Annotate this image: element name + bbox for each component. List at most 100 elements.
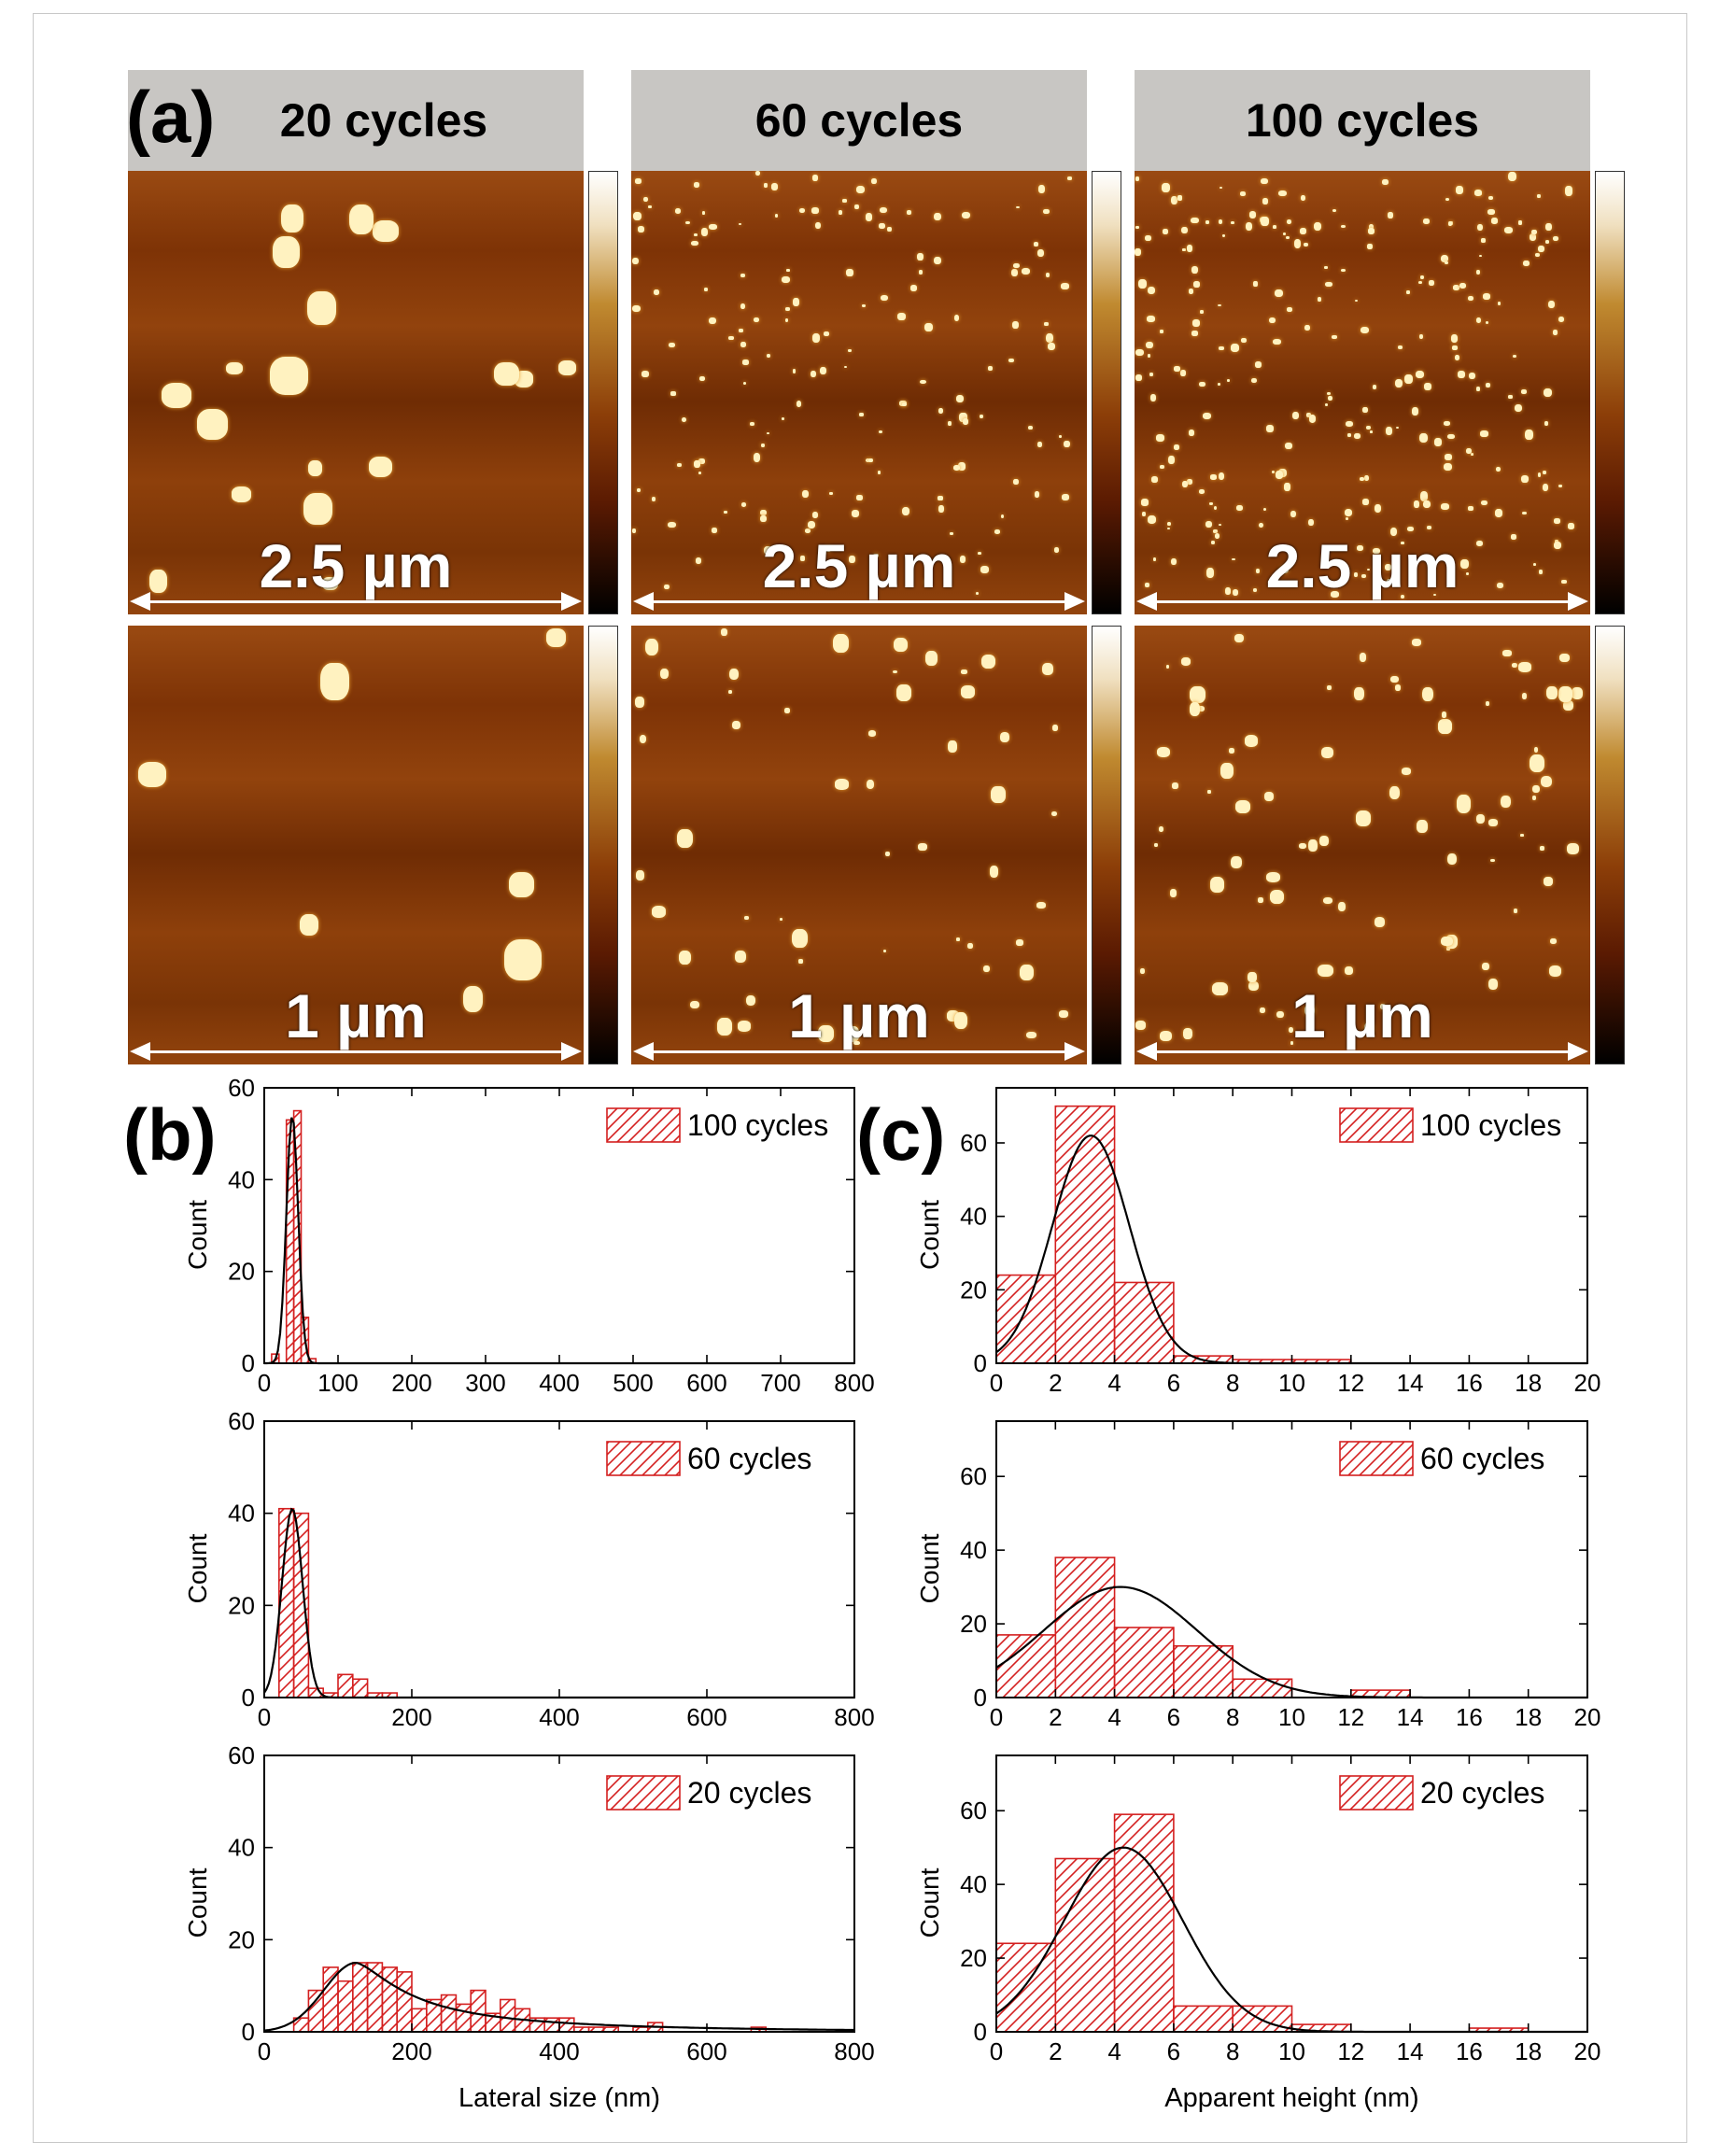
- particle: [1304, 325, 1310, 331]
- y-tick-label: 0: [242, 1349, 255, 1377]
- particle: [694, 460, 700, 468]
- x-tick-label: 18: [1515, 1703, 1542, 1731]
- particle: [1191, 217, 1199, 224]
- particle: [1364, 474, 1370, 482]
- particle: [654, 289, 660, 296]
- particle: [1543, 877, 1553, 886]
- scale-bar-label: 2.5 µm: [1265, 531, 1459, 600]
- particle: [1058, 435, 1062, 438]
- particle: [1199, 381, 1205, 388]
- particle: [1159, 1031, 1172, 1042]
- particle: [1450, 334, 1459, 343]
- particle: [1444, 420, 1450, 426]
- particle: [1172, 782, 1178, 789]
- particle: [848, 348, 852, 352]
- particle: [1458, 371, 1465, 379]
- scale-bar-label: 1 µm: [285, 981, 427, 1050]
- particle: [514, 371, 534, 388]
- particle: [1147, 316, 1155, 322]
- particle: [1447, 433, 1455, 439]
- particle: [728, 668, 739, 681]
- particle: [1206, 568, 1215, 578]
- particle: [647, 205, 652, 209]
- particle: [937, 496, 943, 500]
- particle: [917, 253, 924, 261]
- particle: [742, 359, 749, 365]
- x-tick-label: 600: [686, 1703, 726, 1731]
- figure-frame: [33, 13, 1687, 2143]
- particle: [1177, 195, 1182, 201]
- particle: [1317, 297, 1322, 303]
- particle: [745, 995, 756, 1007]
- particle: [1400, 594, 1405, 599]
- x-tick-label: 200: [391, 1703, 431, 1731]
- particle: [959, 556, 966, 563]
- particle: [1558, 485, 1562, 488]
- x-tick-label: 10: [1278, 1703, 1305, 1731]
- particle: [700, 227, 709, 236]
- particle: [1473, 189, 1482, 196]
- histogram-bar: [470, 1989, 486, 2033]
- particle: [1298, 843, 1306, 850]
- particle: [1554, 542, 1561, 550]
- particle: [760, 509, 768, 515]
- particle: [955, 394, 964, 402]
- particle: [1193, 281, 1200, 288]
- particle: [1135, 1021, 1146, 1030]
- particle: [1186, 245, 1193, 252]
- particle: [855, 186, 865, 194]
- particle: [1293, 239, 1302, 249]
- scale-bar-label: 2.5 µm: [762, 531, 956, 600]
- x-tick-label: 400: [539, 2037, 579, 2065]
- x-tick-label: 10: [1278, 2037, 1305, 2065]
- particle: [1139, 967, 1145, 974]
- particle: [1514, 909, 1518, 913]
- particle: [1252, 588, 1258, 592]
- particle: [1214, 532, 1220, 540]
- particle: [1354, 299, 1358, 303]
- particle: [1396, 426, 1400, 430]
- legend-label: 60 cycles: [1420, 1442, 1544, 1475]
- particle: [1219, 523, 1222, 527]
- particle: [1445, 197, 1450, 202]
- particle: [1537, 472, 1542, 478]
- histogram-bar: [1173, 1644, 1234, 1698]
- particle: [815, 221, 822, 230]
- particle: [1386, 426, 1393, 435]
- particle: [1475, 317, 1482, 324]
- particle: [631, 304, 641, 313]
- particle: [1138, 279, 1148, 289]
- particle: [1179, 369, 1186, 376]
- particle: [1186, 479, 1193, 485]
- particle: [1166, 527, 1171, 530]
- x-tick-label: 400: [539, 1369, 579, 1397]
- particle: [1374, 917, 1386, 927]
- particle: [1542, 483, 1549, 492]
- particle: [1173, 444, 1179, 450]
- arrow-right-icon: [1064, 592, 1085, 611]
- particle: [1344, 966, 1354, 976]
- particle: [1547, 300, 1556, 308]
- particle: [270, 357, 308, 396]
- x-tick-label: 500: [613, 1369, 653, 1397]
- x-tick-label: 12: [1337, 2037, 1364, 2065]
- particle: [1135, 374, 1143, 381]
- particle: [717, 1018, 733, 1036]
- particle: [1459, 283, 1466, 289]
- particle: [980, 566, 989, 573]
- particle: [1495, 509, 1503, 518]
- x-tick-label: 200: [391, 1369, 431, 1397]
- histogram-bar: [995, 1942, 1057, 2033]
- column-header: 60 cycles: [631, 70, 1087, 171]
- column-header-label: 60 cycles: [754, 94, 964, 147]
- arrow-left-icon: [130, 592, 150, 611]
- particle: [947, 1010, 959, 1022]
- y-tick-label: 60: [228, 1741, 255, 1769]
- particle: [694, 233, 698, 237]
- particle: [731, 720, 741, 729]
- histogram-bar: [1173, 2005, 1234, 2033]
- particle: [1560, 580, 1567, 585]
- particle: [934, 212, 941, 221]
- particle: [1181, 226, 1189, 234]
- particle: [1419, 491, 1429, 502]
